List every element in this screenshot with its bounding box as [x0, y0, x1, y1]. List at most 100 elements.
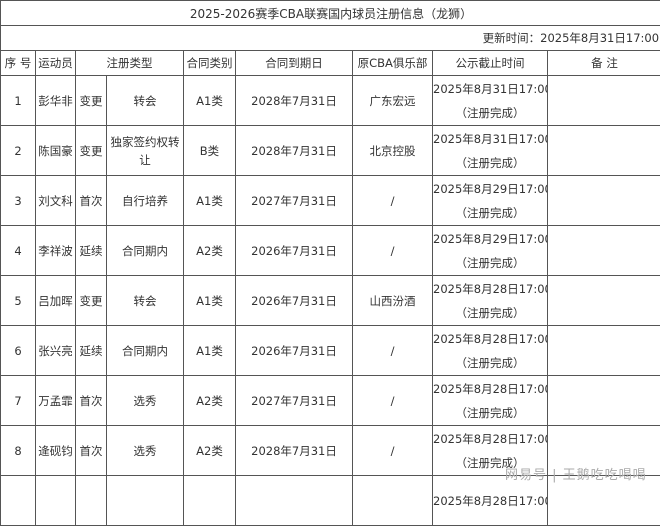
cell-reg-subtype	[107, 476, 184, 526]
deadline-time: 2025年8月29日17:00	[433, 227, 547, 251]
cell-remark	[548, 76, 660, 126]
cell-reg-subtype: 选秀	[107, 376, 184, 426]
cell-deadline: 2025年8月28日17:00（注册完成）	[433, 276, 548, 326]
cell-deadline: 2025年8月28日17:00（注册完成）	[433, 326, 548, 376]
cell-reg-kind: 首次	[76, 176, 107, 226]
deadline-time: 2025年8月28日17:00	[433, 489, 547, 513]
cell-no: 6	[1, 326, 36, 376]
cell-remark	[548, 176, 660, 226]
cell-no	[1, 476, 36, 526]
registration-status: （注册完成）	[433, 401, 547, 425]
registration-status: （注册完成）	[433, 351, 547, 375]
cell-player: 吕加晖	[36, 276, 76, 326]
cell-expiry	[236, 476, 353, 526]
cell-reg-subtype: 转会	[107, 76, 184, 126]
cell-contract-type	[184, 476, 236, 526]
cell-contract-type: A1类	[184, 276, 236, 326]
registration-status: （注册完成）	[433, 251, 547, 275]
cell-reg-kind: 首次	[76, 426, 107, 476]
table-row: 2025年8月28日17:00	[1, 476, 660, 526]
cell-player: 彭华非	[36, 76, 76, 126]
header-row: 序 号 运动员 注册类型 合同类别 合同到期日 原CBA俱乐部 公示截止时间 备…	[1, 51, 660, 76]
deadline-time: 2025年8月29日17:00	[433, 177, 547, 201]
cell-player: 张兴亮	[36, 326, 76, 376]
cell-remark	[548, 126, 660, 176]
cell-player: 万孟霏	[36, 376, 76, 426]
header-deadline: 公示截止时间	[433, 51, 548, 76]
cell-prev-club: /	[353, 426, 433, 476]
cell-reg-subtype: 独家签约权转让	[107, 126, 184, 176]
header-remark: 备 注	[548, 51, 660, 76]
cell-remark	[548, 226, 660, 276]
cell-player: 逄砚钧	[36, 426, 76, 476]
cell-deadline: 2025年8月28日17:00	[433, 476, 548, 526]
cell-player	[36, 476, 76, 526]
header-contract-type: 合同类别	[184, 51, 236, 76]
cell-contract-type: A2类	[184, 426, 236, 476]
cell-contract-type: A1类	[184, 76, 236, 126]
cell-reg-kind: 延续	[76, 326, 107, 376]
cell-no: 4	[1, 226, 36, 276]
cell-prev-club: 北京控股	[353, 126, 433, 176]
cell-player: 陈国豪	[36, 126, 76, 176]
cell-expiry: 2026年7月31日	[236, 326, 353, 376]
table-title: 2025-2026赛季CBA联赛国内球员注册信息（龙狮）	[1, 1, 660, 26]
deadline-time: 2025年8月31日17:00	[433, 127, 547, 151]
cell-prev-club: 广东宏远	[353, 76, 433, 126]
cell-reg-subtype: 合同期内	[107, 226, 184, 276]
cell-reg-subtype: 自行培养	[107, 176, 184, 226]
cell-player: 李祥波	[36, 226, 76, 276]
update-time: 更新时间：2025年8月31日17:00	[1, 26, 660, 51]
cell-no: 2	[1, 126, 36, 176]
cell-reg-kind: 变更	[76, 76, 107, 126]
cell-expiry: 2028年7月31日	[236, 76, 353, 126]
cell-deadline: 2025年8月31日17:00（注册完成）	[433, 126, 548, 176]
cell-expiry: 2027年7月31日	[236, 176, 353, 226]
cell-remark	[548, 376, 660, 426]
cell-reg-subtype: 合同期内	[107, 326, 184, 376]
cell-no: 5	[1, 276, 36, 326]
cell-player: 刘文科	[36, 176, 76, 226]
cell-deadline: 2025年8月31日17:00（注册完成）	[433, 76, 548, 126]
cell-prev-club: /	[353, 226, 433, 276]
cell-deadline: 2025年8月29日17:00（注册完成）	[433, 226, 548, 276]
cell-reg-kind: 首次	[76, 376, 107, 426]
cell-remark	[548, 326, 660, 376]
deadline-time: 2025年8月28日17:00	[433, 377, 547, 401]
cell-prev-club: /	[353, 176, 433, 226]
deadline-time: 2025年8月28日17:00	[433, 277, 547, 301]
cell-reg-subtype: 转会	[107, 276, 184, 326]
cell-reg-kind	[76, 476, 107, 526]
header-reg-type: 注册类型	[76, 51, 184, 76]
cell-deadline: 2025年8月29日17:00（注册完成）	[433, 176, 548, 226]
cell-no: 1	[1, 76, 36, 126]
cell-reg-subtype: 选秀	[107, 426, 184, 476]
cell-expiry: 2027年7月31日	[236, 376, 353, 426]
cell-reg-kind: 变更	[76, 126, 107, 176]
registration-status: （注册完成）	[433, 151, 547, 175]
deadline-time: 2025年8月31日17:00	[433, 77, 547, 101]
cell-reg-kind: 延续	[76, 226, 107, 276]
cell-deadline: 2025年8月28日17:00（注册完成）	[433, 376, 548, 426]
header-no: 序 号	[1, 51, 36, 76]
cell-prev-club	[353, 476, 433, 526]
header-prev-club: 原CBA俱乐部	[353, 51, 433, 76]
cell-reg-kind: 变更	[76, 276, 107, 326]
cell-remark	[548, 476, 660, 526]
cell-prev-club: /	[353, 376, 433, 426]
cell-prev-club: /	[353, 326, 433, 376]
cell-no: 7	[1, 376, 36, 426]
cell-expiry: 2028年7月31日	[236, 126, 353, 176]
cell-contract-type: A1类	[184, 176, 236, 226]
deadline-time: 2025年8月28日17:00	[433, 327, 547, 351]
cell-contract-type: A1类	[184, 326, 236, 376]
registration-status: （注册完成）	[433, 101, 547, 125]
cell-no: 3	[1, 176, 36, 226]
